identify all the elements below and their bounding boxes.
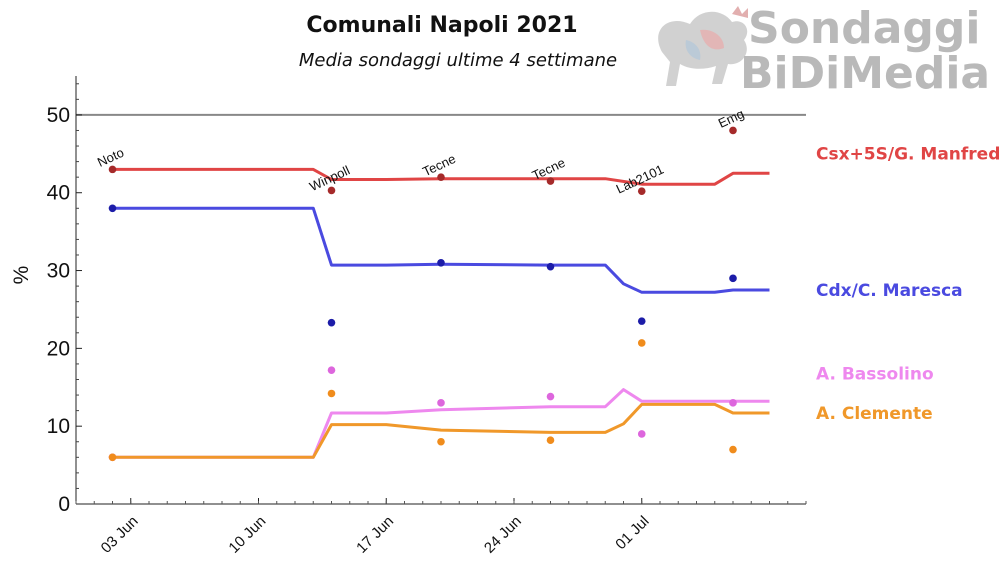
series-line-3 [112, 402, 770, 459]
poll-point [729, 399, 737, 407]
poll-point [637, 187, 646, 195]
poll-point [327, 318, 336, 327]
logo: Sondaggi BiDiMedia [658, 3, 990, 99]
poll-point [108, 204, 117, 213]
rooster-icon [658, 6, 748, 87]
series-label-0: Csx+5S/G. Manfredi [816, 144, 1000, 164]
poll-point [108, 165, 117, 174]
poll-point [729, 126, 737, 135]
pollster-label: Emg [716, 106, 747, 131]
y-tick-label: 50 [47, 104, 70, 127]
x-tick-label: 10 Jun [225, 513, 269, 557]
poll-point [327, 186, 336, 195]
y-tick-label: 0 [58, 493, 70, 516]
y-tick-label: 20 [47, 337, 70, 360]
y-tick-label: 30 [47, 260, 70, 283]
logo-line2: BiDiMedia [740, 48, 990, 99]
series-label-2: A. Bassolino [816, 364, 934, 384]
series-line-2 [112, 388, 770, 459]
y-tick-label: 10 [47, 415, 70, 438]
series-line-1 [112, 206, 770, 294]
x-tick-label: 01 Jul [612, 513, 652, 553]
poll-point [729, 445, 737, 454]
poll-point [327, 366, 336, 374]
poll-point [437, 173, 445, 181]
poll-point [327, 389, 336, 398]
poll-point [437, 437, 445, 446]
x-tick-label: 17 Jun [353, 513, 397, 557]
x-tick-label: 24 Jun [481, 513, 525, 557]
poll-point [637, 339, 646, 347]
labels-layer: Csx+5S/G. Manfredi Cdx/C. Maresca A. Basso… [95, 106, 1000, 424]
poll-point [546, 436, 555, 444]
x-tick-label: 03 Jun [98, 513, 142, 557]
series-label-3: A. Clemente [816, 404, 933, 424]
poll-point [637, 317, 646, 325]
axes: 0 10 20 30 40 50 03 Jun 10 Jun 17 Jun 24 Jun 01 Ju… [47, 76, 807, 557]
poll-point [546, 392, 555, 401]
y-tick-label: 40 [47, 182, 70, 205]
logo-line1: Sondaggi [748, 3, 981, 54]
series-label-1: Cdx/C. Maresca [816, 281, 963, 301]
series-layer [108, 126, 770, 462]
poll-point [437, 399, 445, 407]
poll-point [637, 430, 646, 438]
poll-point [729, 274, 737, 283]
poll-point [546, 177, 555, 185]
poll-point [437, 258, 445, 267]
poll-point [546, 262, 555, 271]
chart-subtitle: Media sondaggi ultime 4 settimane [299, 50, 617, 71]
y-axis-label: % [10, 266, 33, 285]
poll-point [108, 453, 117, 462]
chart-title: Comunali Napoli 2021 [306, 13, 577, 38]
